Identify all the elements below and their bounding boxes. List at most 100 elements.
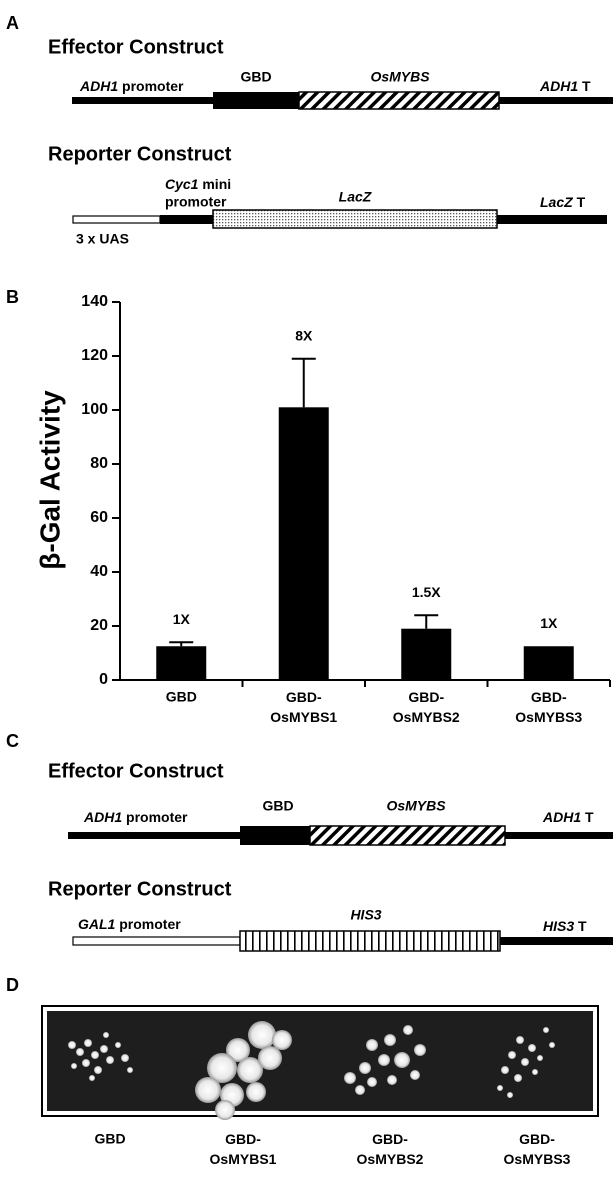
- gene-name: GAL1: [78, 916, 116, 932]
- terminator-label: LacZ T: [540, 194, 586, 210]
- promoter-label: promoter: [165, 194, 227, 210]
- gene-name: ADH1: [83, 809, 122, 825]
- lane-label: GBD-OsMYBS1: [210, 1131, 277, 1167]
- reporter-construct: [72, 209, 607, 229]
- fusion-label: GBD: [240, 69, 271, 85]
- fold-annotation: 1X: [540, 615, 558, 631]
- colony: [76, 1048, 84, 1056]
- lane-label: GBD: [94, 1131, 125, 1147]
- terminator-label: HIS3 T: [543, 918, 587, 934]
- gene-name: ADH1: [542, 809, 581, 825]
- colony: [532, 1069, 538, 1075]
- colony: [272, 1030, 292, 1050]
- construct-title: Reporter Construct: [48, 143, 232, 165]
- x-tick-label: GBD-OsMYBS1: [270, 689, 337, 725]
- gene-label: OsMYBS: [370, 69, 430, 85]
- colony: [84, 1039, 92, 1047]
- colony: [195, 1077, 221, 1103]
- colony: [497, 1085, 503, 1091]
- colony: [237, 1057, 263, 1083]
- colony: [403, 1025, 413, 1035]
- colony: [246, 1082, 266, 1102]
- gene-label: OsMYBS: [386, 798, 446, 814]
- promoter-label: GAL1 promoter: [78, 916, 181, 932]
- colony: [100, 1045, 108, 1053]
- reporter-construct: [72, 930, 613, 952]
- fold-annotation: 8X: [295, 327, 313, 343]
- colony: [103, 1032, 109, 1038]
- y-tick-label: 80: [90, 455, 108, 472]
- colony: [543, 1027, 549, 1033]
- word: T: [578, 918, 587, 934]
- colony: [89, 1075, 95, 1081]
- y-tick-label: 100: [81, 401, 108, 418]
- error-bar: [169, 641, 194, 647]
- panel-label: D: [6, 975, 19, 995]
- bar-chart: 0 20 40 60 80 100 120 140 GBD 1X GBD-OsMYBS1 8X GBD-…: [81, 293, 611, 725]
- x-tick-label: GBD-OsMYBS2: [393, 689, 460, 725]
- colony: [71, 1063, 77, 1069]
- colony: [516, 1036, 524, 1044]
- colony: [106, 1056, 114, 1064]
- colony: [215, 1100, 235, 1120]
- bar: [156, 646, 207, 680]
- word: T: [582, 78, 591, 94]
- bar: [523, 646, 574, 680]
- colony: [537, 1055, 543, 1061]
- colony: [258, 1046, 282, 1070]
- fold-annotation: 1X: [173, 611, 191, 627]
- colony: [410, 1070, 420, 1080]
- colony: [127, 1067, 133, 1073]
- colony: [414, 1044, 426, 1056]
- colony: [248, 1021, 276, 1049]
- colony: [514, 1074, 522, 1082]
- y-tick-label: 60: [90, 509, 108, 526]
- gene-name: Cyc1: [165, 176, 199, 192]
- gene-name: HIS3: [543, 918, 574, 934]
- word: T: [577, 194, 586, 210]
- promoter-label: Cyc1 mini: [165, 176, 231, 192]
- effector-construct: [72, 91, 613, 110]
- bar: [278, 407, 329, 680]
- colony: [366, 1039, 378, 1051]
- colony: [91, 1051, 99, 1059]
- panel-label: B: [6, 287, 19, 307]
- colony: [359, 1062, 371, 1074]
- y-axis-label: β-Gal Activity: [34, 390, 65, 570]
- y-tick-label: 140: [81, 293, 108, 310]
- colony: [549, 1042, 555, 1048]
- word: mini: [202, 176, 231, 192]
- colony: [521, 1058, 529, 1066]
- effector-construct: [68, 825, 613, 846]
- construct-title: Effector Construct: [48, 36, 224, 58]
- colony: [68, 1041, 76, 1049]
- colonies: [68, 1021, 555, 1120]
- colony: [82, 1059, 90, 1067]
- word: promoter: [122, 78, 184, 94]
- x-tick-label: GBD-OsMYBS3: [515, 689, 582, 725]
- error-bar: [291, 357, 316, 408]
- promoter-label: ADH1 promoter: [79, 78, 184, 94]
- colony: [344, 1072, 356, 1084]
- gene-label: LacZ: [339, 189, 372, 205]
- colony: [367, 1077, 377, 1087]
- x-tick-label: GBD: [166, 689, 197, 705]
- colony: [94, 1066, 102, 1074]
- colony: [207, 1053, 237, 1083]
- bar: [401, 628, 452, 680]
- lane-labels: GBD GBD-OsMYBS1 GBD-OsMYBS2 GBD-OsMYBS3: [94, 1131, 570, 1167]
- gene-label: HIS3: [350, 907, 381, 923]
- gene-name: ADH1: [79, 78, 118, 94]
- y-tick-label: 40: [90, 563, 108, 580]
- terminator-label: ADH1 T: [542, 809, 594, 825]
- colony: [378, 1054, 390, 1066]
- lane-label: GBD-OsMYBS2: [357, 1131, 424, 1167]
- fusion-label: GBD: [262, 798, 293, 814]
- error-bar: [414, 614, 439, 629]
- construct-title: Effector Construct: [48, 760, 224, 782]
- gene-name: ADH1: [539, 78, 578, 94]
- colony: [501, 1066, 509, 1074]
- construct-title: Reporter Construct: [48, 878, 232, 900]
- y-tick-label: 20: [90, 617, 108, 634]
